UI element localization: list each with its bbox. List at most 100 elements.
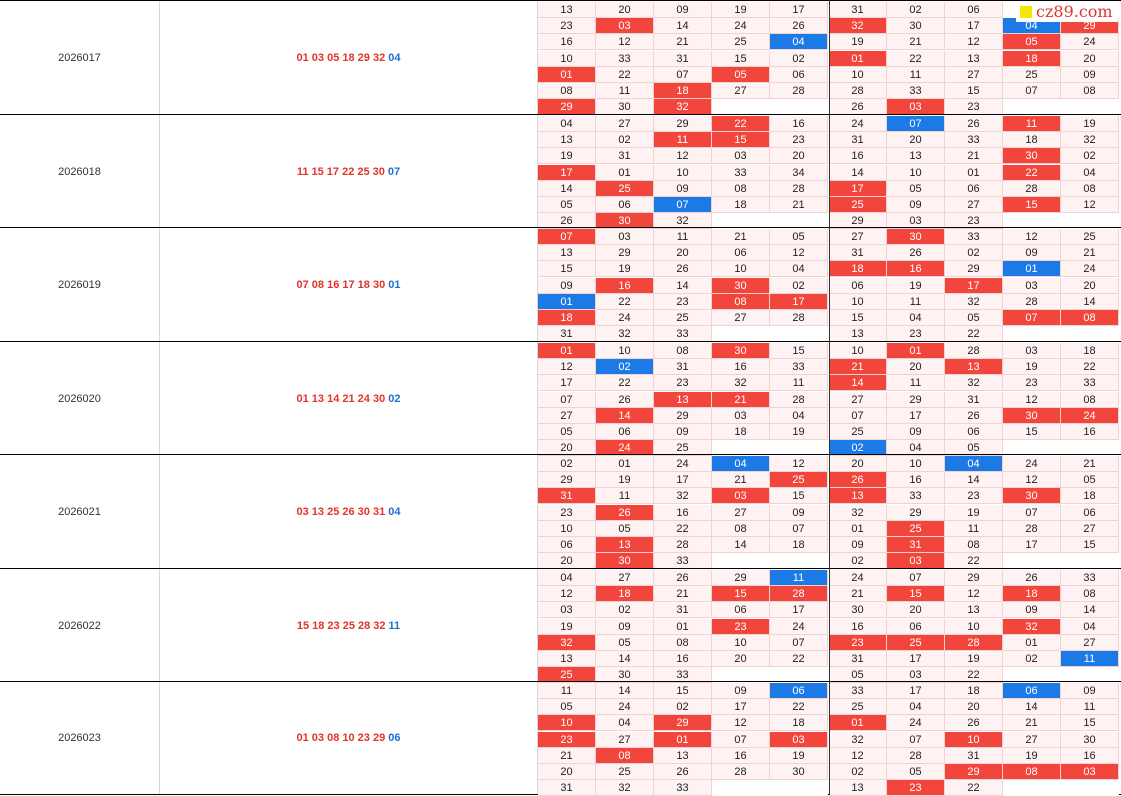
right-grid-cell: 16 [1061,748,1119,764]
right-grid-cell: 25 [887,521,945,537]
right-grid-cell: 23 [945,488,1003,504]
right-grid-cell: 26 [887,245,945,261]
right-grid-cell: 27 [945,197,1003,213]
left-grid-cell: 16 [538,34,596,50]
left-grid-cell: 32 [712,375,770,391]
right-grid-cell: 10 [829,294,887,310]
right-grid-cell: 30 [1003,488,1061,504]
right-grid-cell: 04 [887,310,945,326]
right-grid-cell: 23 [945,213,1003,229]
left-grid-cell: 27 [538,408,596,424]
right-grid-cell: 33 [887,83,945,99]
right-grid-cell: 05 [1061,472,1119,488]
right-grid-cell: 11 [1061,699,1119,715]
left-grid-cell: 16 [654,651,712,667]
period-block: 2026019 07 08 16 17 18 30 01 07 03 11 21 05 13 29… [0,227,1121,342]
right-grid-cell: 19 [829,34,887,50]
draw-numbers: 15 18 23 25 28 32 11 [160,569,538,682]
left-grid-cell: 05 [538,424,596,440]
left-grid-cell: 11 [654,132,712,148]
right-grid-cell: 28 [887,748,945,764]
right-grid-cell: 14 [945,472,1003,488]
right-grid-cell: 11 [887,375,945,391]
left-grid-cell: 03 [712,408,770,424]
left-grid-cell: 19 [538,148,596,164]
draw-numbers: 01 03 05 18 29 32 04 [160,1,538,114]
left-grid-cell: 01 [538,67,596,83]
left-grid-cell: 04 [770,261,828,277]
left-grid-cell: 22 [654,521,712,537]
left-grid-cell: 06 [712,245,770,261]
right-grid-cell: 20 [887,602,945,618]
left-grid-cell [712,326,770,342]
left-grid-cell: 01 [538,343,596,359]
right-grid-cell: 12 [945,586,1003,602]
right-grid-cell: 25 [829,197,887,213]
right-grid-cell: 08 [1003,764,1061,780]
right-grid-cell: 23 [1003,375,1061,391]
blue-ball: 02 [388,392,401,405]
left-grid-cell: 27 [712,505,770,521]
left-grid-cell: 31 [538,326,596,342]
left-grid-cell: 19 [712,2,770,18]
right-grid-cell: 26 [1003,570,1061,586]
period-block: 2026017 01 03 05 18 29 32 04 13 20 09 19 17 23 03… [0,0,1121,115]
site-logo[interactable]: cz89.com [1016,1,1118,22]
right-grid-cell: 19 [1061,116,1119,132]
left-grid-cell: 09 [654,181,712,197]
left-grid-cell: 28 [770,392,828,408]
left-grid-cell [770,326,828,342]
left-grid-cell: 17 [654,472,712,488]
left-grid-cell: 30 [596,553,654,569]
left-grid-cell: 24 [596,440,654,456]
left-grid-cell: 19 [770,748,828,764]
right-grid-cell: 18 [1061,488,1119,504]
grid-divider [829,0,830,795]
left-grid-cell: 29 [538,99,596,115]
red-balls: 07 08 16 17 18 30 [296,278,386,291]
right-grid-cell: 01 [829,715,887,731]
right-grid-cell: 30 [887,229,945,245]
blue-ball: 07 [387,165,401,178]
left-grid-cell: 13 [596,537,654,553]
left-grid-cell: 18 [538,310,596,326]
right-grid-cell: 17 [1003,537,1061,553]
right-grid-cell: 21 [945,148,1003,164]
left-grid-cell [770,553,828,569]
left-grid-cell [712,553,770,569]
right-grid-cell [1061,440,1119,456]
right-grid-cell: 12 [1003,392,1061,408]
left-grid-cell: 30 [712,278,770,294]
right-grid-cell: 02 [887,2,945,18]
left-grid-cell: 29 [712,570,770,586]
right-grid-cell: 05 [945,310,1003,326]
right-grid-cell: 18 [1061,343,1119,359]
right-grid-cell: 21 [1061,245,1119,261]
left-grid-cell: 05 [538,699,596,715]
right-grid-cell: 16 [1061,424,1119,440]
left-grid-cell: 33 [596,51,654,67]
red-balls: 01 13 14 21 24 30 [296,392,386,405]
left-grid-cell: 24 [654,456,712,472]
right-grid-cell: 08 [1061,392,1119,408]
left-grid-cell: 21 [654,34,712,50]
left-grid-cell: 11 [770,570,828,586]
right-grid-cell: 23 [945,99,1003,115]
left-grid-cell: 23 [770,132,828,148]
right-grid-cell: 06 [945,424,1003,440]
left-grid-cell: 01 [538,294,596,310]
draw-numbers: 11 15 17 22 25 30 07 [160,115,538,228]
right-grid-cell [1061,780,1119,796]
left-grid-cell: 22 [596,294,654,310]
right-grid-cell: 29 [945,764,1003,780]
left-grid-cell: 05 [596,635,654,651]
right-grid-cell: 14 [829,165,887,181]
left-grid-cell: 10 [538,51,596,67]
right-grid-cell: 11 [1061,651,1119,667]
period-block: 2026022 15 18 23 25 28 32 11 04 27 26 29 11 12 18… [0,568,1121,683]
left-grid-cell: 05 [712,67,770,83]
right-grid-cell: 17 [887,408,945,424]
left-grid-cell: 17 [770,602,828,618]
right-grid-cell [1003,326,1061,342]
left-grid-cell: 18 [712,197,770,213]
